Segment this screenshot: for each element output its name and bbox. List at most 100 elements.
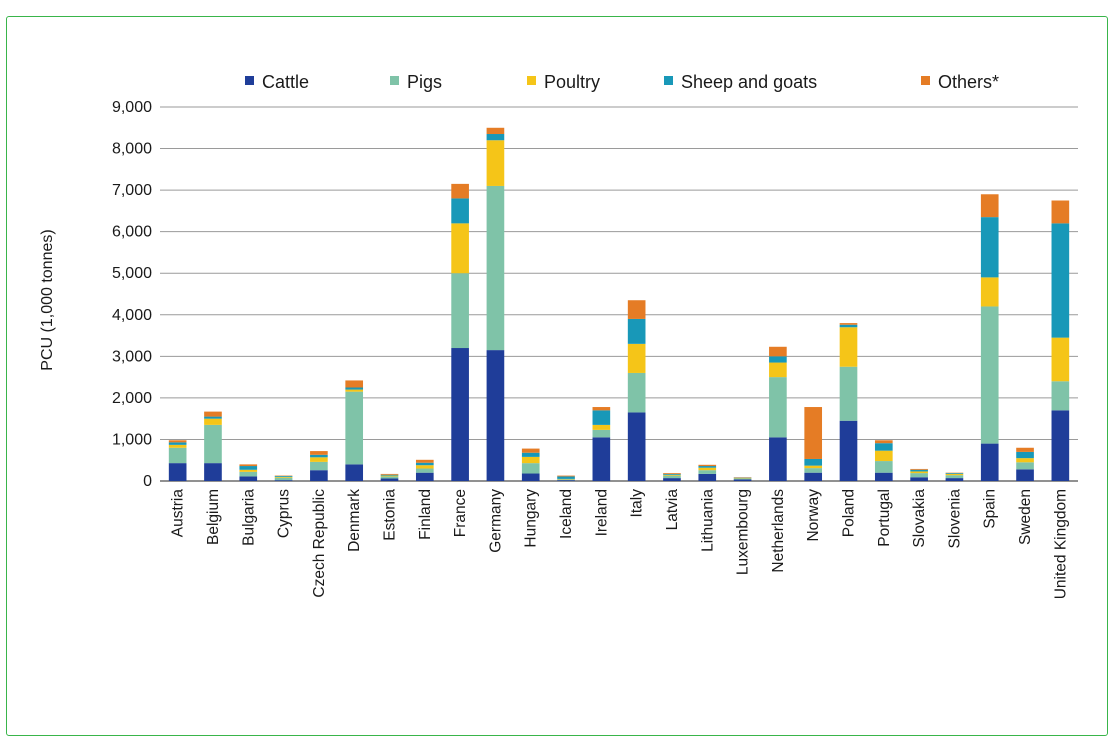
bar-segment bbox=[804, 407, 822, 459]
bar-segment bbox=[416, 463, 434, 465]
x-category-label: Hungary bbox=[523, 489, 540, 548]
x-category-label: Slovakia bbox=[911, 489, 928, 548]
bar-segment bbox=[557, 480, 575, 481]
bar-segment bbox=[1052, 381, 1070, 410]
gridlines bbox=[160, 107, 1078, 481]
bar-segment bbox=[345, 380, 363, 387]
bar-segment bbox=[416, 465, 434, 468]
bar-segment bbox=[840, 323, 858, 325]
bar-segment bbox=[910, 473, 928, 477]
bar-segment bbox=[487, 134, 505, 140]
bar-segment bbox=[804, 473, 822, 481]
x-category-label: Bulgaria bbox=[240, 489, 257, 546]
bar-segment bbox=[663, 478, 681, 481]
bar-segment bbox=[698, 474, 716, 481]
bar-segment bbox=[910, 471, 928, 473]
bar-segment bbox=[593, 437, 611, 481]
bar-segment bbox=[239, 464, 257, 466]
bar-segment bbox=[381, 476, 399, 478]
bar-segment bbox=[981, 306, 999, 443]
bar-segment bbox=[557, 476, 575, 477]
bar-segment bbox=[416, 469, 434, 473]
bar-segment bbox=[345, 464, 363, 481]
bar-segment bbox=[769, 356, 787, 362]
bar-segment bbox=[451, 223, 469, 273]
bar-segment bbox=[557, 476, 575, 478]
bar-segment bbox=[875, 440, 893, 443]
x-category-label: Luxembourg bbox=[735, 489, 752, 575]
bar-segment bbox=[381, 479, 399, 481]
legend-label: Cattle bbox=[262, 72, 309, 92]
bar-segment bbox=[769, 377, 787, 437]
bar-segment bbox=[381, 476, 399, 477]
bar-segment bbox=[946, 478, 964, 481]
bar-segment bbox=[204, 417, 222, 419]
bar-segment bbox=[310, 462, 328, 470]
bar-segment bbox=[981, 194, 999, 217]
bar-segment bbox=[946, 473, 964, 474]
bar-segment bbox=[522, 453, 540, 457]
bar-segment bbox=[804, 468, 822, 473]
bar-segment bbox=[487, 186, 505, 350]
bar-segment bbox=[345, 390, 363, 392]
legend-swatch bbox=[390, 76, 399, 85]
bar-segment bbox=[769, 363, 787, 378]
bar-segment bbox=[416, 460, 434, 463]
bar-segment bbox=[804, 459, 822, 466]
bar-segment bbox=[875, 451, 893, 461]
bar-segment bbox=[698, 470, 716, 474]
bar-segment bbox=[169, 445, 187, 448]
bar-segment bbox=[628, 373, 646, 412]
bar-segment bbox=[875, 461, 893, 473]
bar-segment bbox=[1016, 452, 1034, 458]
bar-segment bbox=[910, 469, 928, 470]
x-category-label: Estonia bbox=[382, 489, 399, 541]
y-tick-label: 9,000 bbox=[112, 99, 152, 116]
bar-segment bbox=[451, 348, 469, 481]
y-tick-label: 8,000 bbox=[112, 141, 152, 158]
legend-swatch bbox=[921, 76, 930, 85]
x-category-label: United Kingdom bbox=[1052, 489, 1069, 599]
bar-segment bbox=[628, 412, 646, 481]
bar-segment bbox=[416, 473, 434, 481]
bar-segment bbox=[169, 448, 187, 463]
bar-segment bbox=[698, 465, 716, 466]
bar-segment bbox=[275, 476, 293, 477]
bar-segment bbox=[1052, 410, 1070, 481]
bar-segment bbox=[734, 479, 752, 480]
bar-segment bbox=[487, 140, 505, 186]
bar-segment bbox=[628, 319, 646, 344]
bar-segment bbox=[451, 198, 469, 223]
bar-segment bbox=[698, 468, 716, 470]
bars bbox=[169, 128, 1069, 481]
x-category-label: Norway bbox=[805, 489, 822, 542]
bar-segment bbox=[840, 367, 858, 421]
legend-swatch bbox=[245, 76, 254, 85]
stacked-bar-chart: 01,0002,0003,0004,0005,0006,0007,0008,00… bbox=[0, 0, 1116, 685]
bar-segment bbox=[204, 419, 222, 425]
bar-segment bbox=[946, 475, 964, 478]
bar-segment bbox=[875, 443, 893, 450]
bar-segment bbox=[169, 463, 187, 481]
y-axis-title: PCU (1,000 tonnes) bbox=[39, 229, 56, 370]
legend-label: Sheep and goats bbox=[681, 72, 817, 92]
y-tick-label: 3,000 bbox=[112, 348, 152, 365]
bar-segment bbox=[310, 455, 328, 457]
bar-segment bbox=[804, 466, 822, 468]
x-category-label: Belgium bbox=[205, 489, 222, 545]
x-category-label: Cyprus bbox=[276, 489, 293, 538]
bar-segment bbox=[593, 430, 611, 437]
bar-segment bbox=[204, 425, 222, 463]
x-category-label: France bbox=[452, 489, 469, 537]
bar-segment bbox=[875, 473, 893, 481]
bar-segment bbox=[522, 463, 540, 473]
legend-label: Others* bbox=[938, 72, 999, 92]
bar-segment bbox=[663, 475, 681, 476]
x-category-label: Spain bbox=[982, 489, 999, 529]
bar-segment bbox=[522, 474, 540, 481]
bar-segment bbox=[981, 444, 999, 481]
bar-segment bbox=[1016, 458, 1034, 462]
bar-segment bbox=[628, 300, 646, 319]
bar-segment bbox=[663, 474, 681, 475]
y-tick-label: 5,000 bbox=[112, 265, 152, 282]
